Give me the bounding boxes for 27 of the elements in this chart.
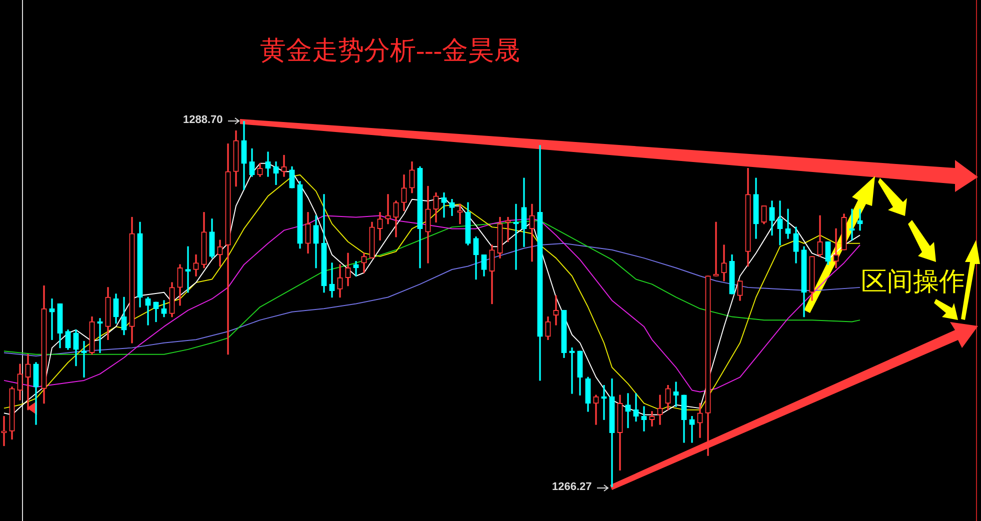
candlestick xyxy=(593,394,599,425)
annotation: 1266.27 xyxy=(552,481,592,493)
annotation: 区间操作 xyxy=(861,266,965,299)
candlestick xyxy=(633,393,639,422)
candlestick xyxy=(649,411,655,426)
annotation: 1288.70 xyxy=(183,114,223,126)
candlestick xyxy=(457,204,463,224)
candlestick xyxy=(657,394,663,425)
candlestick xyxy=(97,318,103,354)
candlestick xyxy=(857,208,863,231)
candlestick xyxy=(777,200,783,246)
candlestick xyxy=(529,204,535,262)
candlestick xyxy=(673,382,679,407)
candlestick xyxy=(689,416,695,443)
candlestick xyxy=(785,208,791,239)
candlestick xyxy=(641,406,647,432)
candlestick xyxy=(281,154,287,177)
candlestick xyxy=(441,192,447,218)
candlestick xyxy=(553,295,559,326)
candlestick xyxy=(329,262,335,298)
candlestick xyxy=(513,204,519,270)
candlestick xyxy=(625,393,631,428)
candlestick xyxy=(25,354,31,410)
chart-title: 黄金走势分析---金昊晟 xyxy=(260,35,520,67)
candlestick xyxy=(833,228,839,268)
candlestick xyxy=(145,296,151,326)
candlestick xyxy=(849,208,855,240)
